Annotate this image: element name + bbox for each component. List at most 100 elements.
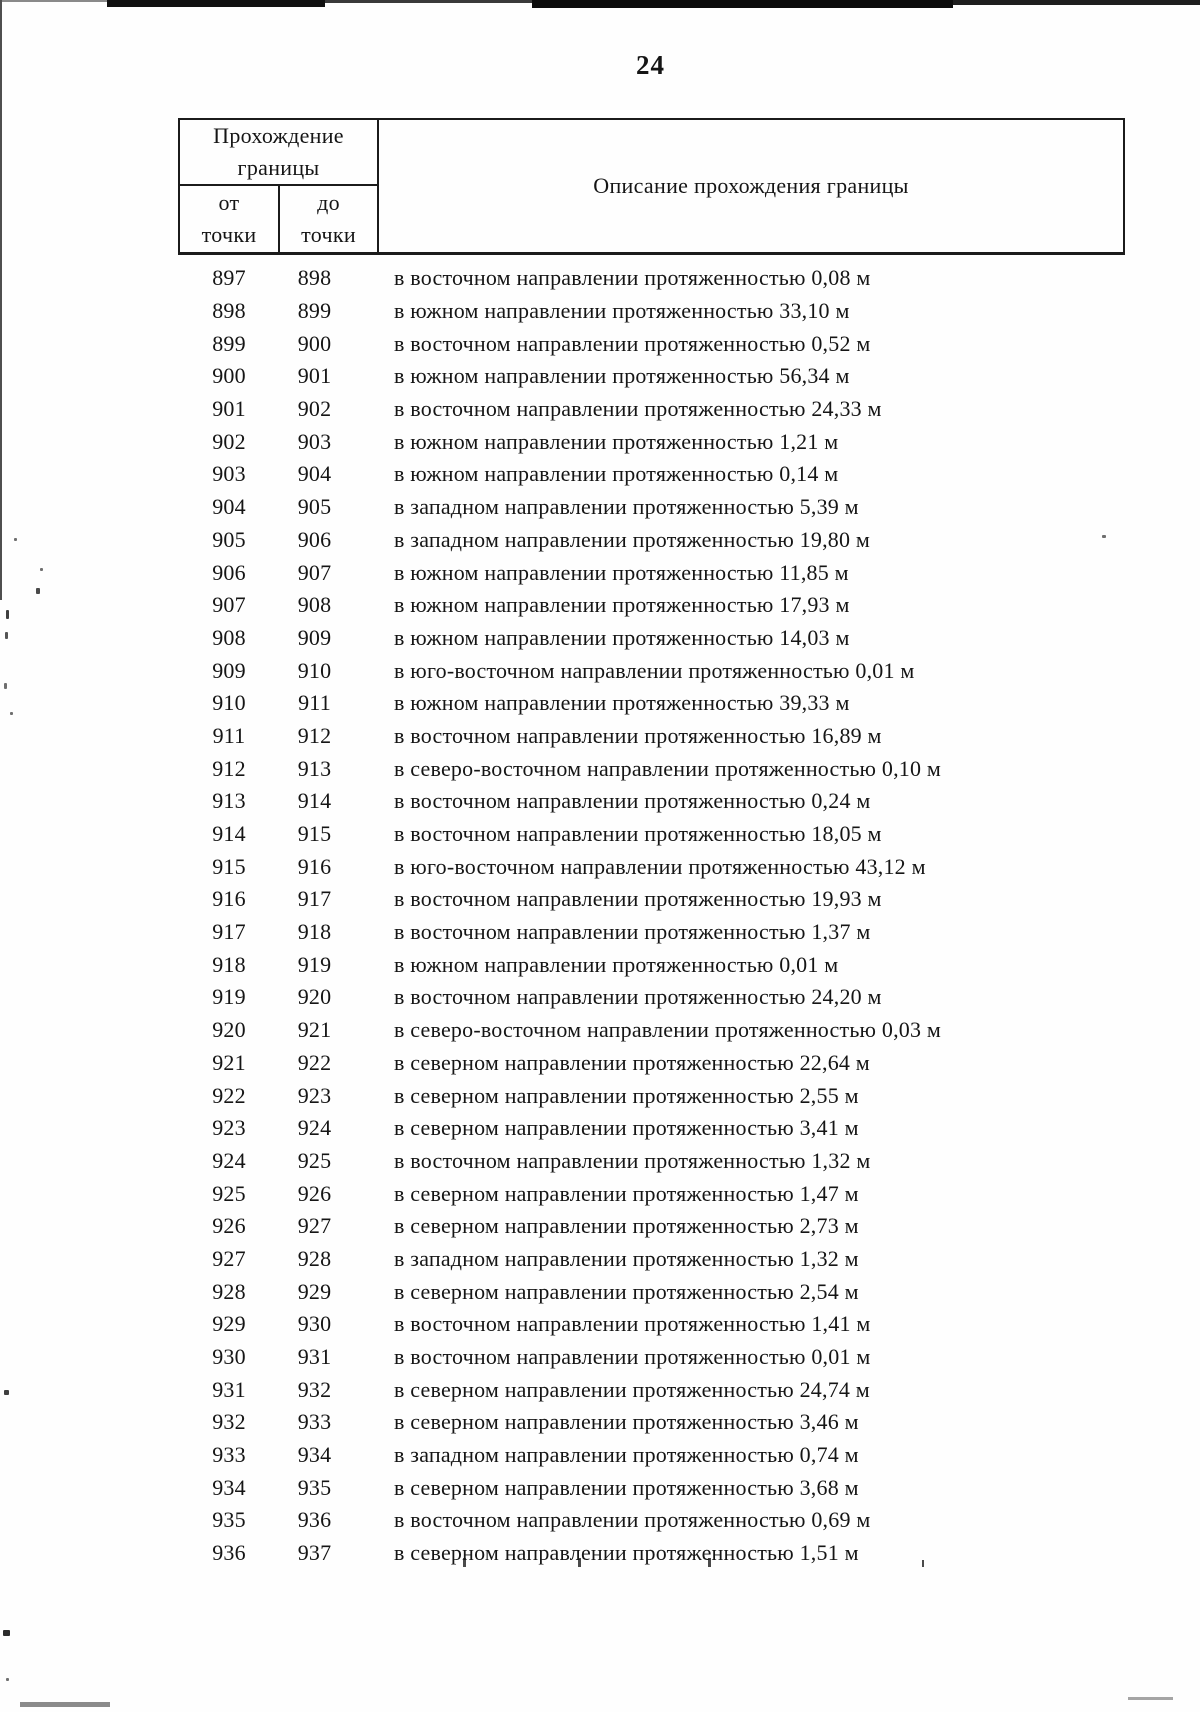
from-point-cell: 934 (212, 1474, 246, 1500)
from-point-cell: 898 (212, 298, 246, 324)
scan-artifact-top-bar (953, 0, 1200, 5)
table-row: 934 935 в северном направлении протяженн… (179, 1471, 1124, 1504)
from-point-cell: 935 (212, 1507, 246, 1533)
table-row: 935 936 в восточном направлении протяжен… (179, 1504, 1124, 1537)
from-point-cell: 920 (212, 1017, 246, 1043)
from-point-cell: 928 (212, 1278, 246, 1304)
table-row: 926 927 в северном направлении протяженн… (179, 1210, 1124, 1243)
to-point-cell: 925 (297, 1147, 332, 1173)
from-point-cell: 923 (212, 1115, 246, 1141)
table-row: 916 917 в восточном направлении протяжен… (179, 883, 1124, 916)
to-point-cell: 919 (297, 951, 332, 977)
description-cell: в южном направлении протяженностью 56,34… (394, 363, 850, 389)
description-cell: в восточном направлении протяженностью 0… (394, 788, 871, 814)
description-cell: в южном направлении протяженностью 1,21 … (394, 428, 839, 454)
description-cell: в северном направлении протяженностью 22… (394, 1049, 870, 1075)
table-row: 923 924 в северном направлении протяженн… (179, 1112, 1124, 1145)
to-point-cell: 926 (297, 1180, 332, 1206)
table-row: 927 928 в западном направлении протяженн… (179, 1243, 1124, 1276)
to-point-cell: 927 (297, 1213, 332, 1239)
to-point-cell: 912 (297, 722, 332, 748)
description-cell: в южном направлении протяженностью 14,03… (394, 624, 850, 650)
from-point-cell: 924 (212, 1147, 246, 1173)
from-point-cell: 909 (212, 657, 246, 683)
from-point-cell: 905 (212, 526, 246, 552)
description-cell: в восточном направлении протяженностью 1… (394, 1147, 871, 1173)
to-point-cell: 916 (297, 853, 332, 879)
to-point-cell: 913 (297, 755, 332, 781)
to-point-cell: 920 (297, 984, 332, 1010)
table-row: 911 912 в восточном направлении протяжен… (179, 720, 1124, 753)
from-point-cell: 901 (212, 396, 246, 422)
from-point-cell: 911 (212, 722, 246, 748)
table-row: 930 931 в восточном направлении протяжен… (179, 1341, 1124, 1374)
table-row: 919 920 в восточном направлении протяжен… (179, 981, 1124, 1014)
table-row: 900 901 в южном направлении протяженност… (179, 360, 1124, 393)
description-cell: в восточном направлении протяженностью 1… (394, 722, 882, 748)
table-row: 899 900 в восточном направлении протяжен… (179, 327, 1124, 360)
scan-speck (36, 588, 40, 594)
from-point-cell: 936 (212, 1540, 246, 1566)
to-point-cell: 907 (297, 559, 332, 585)
table-row: 898 899 в южном направлении протяженност… (179, 295, 1124, 328)
from-point-cell: 908 (212, 624, 246, 650)
to-point-cell: 932 (297, 1376, 332, 1402)
to-point-cell: 911 (298, 690, 331, 716)
to-point-cell: 930 (297, 1311, 332, 1337)
table-row: 907 908 в южном направлении протяженност… (179, 589, 1124, 622)
header-boundary-passage: Прохождение границы (177, 118, 380, 186)
table-row: 908 909 в южном направлении протяженност… (179, 622, 1124, 655)
from-point-cell: 926 (212, 1213, 246, 1239)
header-to-point: до точки (277, 184, 380, 255)
from-point-cell: 929 (212, 1311, 246, 1337)
table-row: 904 905 в западном направлении протяженн… (179, 491, 1124, 524)
to-point-cell: 915 (297, 821, 332, 847)
description-cell: в южном направлении протяженностью 0,01 … (394, 951, 839, 977)
table-row: 909 910 в юго-восточном направлении прот… (179, 654, 1124, 687)
table-row: 933 934 в западном направлении протяженн… (179, 1439, 1124, 1472)
table-row: 910 911 в южном направлении протяженност… (179, 687, 1124, 720)
to-point-cell: 908 (297, 592, 332, 618)
table-row: 918 919 в южном направлении протяженност… (179, 948, 1124, 981)
to-point-cell: 910 (297, 657, 332, 683)
from-point-cell: 933 (212, 1442, 246, 1468)
to-point-cell: 937 (297, 1540, 332, 1566)
from-point-cell: 919 (212, 984, 246, 1010)
from-point-cell: 931 (212, 1376, 246, 1402)
table-row: 913 914 в восточном направлении протяжен… (179, 785, 1124, 818)
table-row: 915 916 в юго-восточном направлении прот… (179, 850, 1124, 883)
scan-speck (4, 1390, 9, 1395)
description-cell: в восточном направлении протяженностью 1… (394, 886, 882, 912)
description-cell: в восточном направлении протяженностью 2… (394, 984, 882, 1010)
from-point-cell: 912 (212, 755, 246, 781)
from-point-cell: 918 (212, 951, 246, 977)
to-point-cell: 918 (297, 919, 332, 945)
scan-artifact-top-bar (325, 0, 532, 3)
scan-artifact-bottom-smudge (1128, 1697, 1173, 1700)
table-row: 924 925 в восточном направлении протяжен… (179, 1145, 1124, 1178)
description-cell: в северо-восточном направлении протяженн… (394, 755, 942, 781)
from-point-cell: 925 (212, 1180, 246, 1206)
to-point-cell: 901 (297, 363, 332, 389)
description-cell: в восточном направлении протяженностью 1… (394, 919, 871, 945)
header-from-point: от точки (178, 184, 280, 255)
from-point-cell: 930 (212, 1344, 246, 1370)
table-row: 903 904 в южном направлении протяженност… (179, 458, 1124, 491)
description-cell: в восточном направлении протяженностью 1… (394, 821, 882, 847)
description-cell: в северном направлении протяженностью 24… (394, 1376, 870, 1402)
table-row: 929 930 в восточном направлении протяжен… (179, 1308, 1124, 1341)
to-point-cell: 904 (297, 461, 332, 487)
table-body: 897 898 в восточном направлении протяжен… (179, 254, 1124, 1570)
description-cell: в западном направлении протяженностью 5,… (394, 494, 859, 520)
scan-speck (10, 712, 13, 715)
from-point-cell: 917 (212, 919, 246, 945)
description-cell: в северном направлении протяженностью 2,… (394, 1082, 859, 1108)
scan-artifact-left-edge (0, 0, 2, 600)
description-cell: в восточном направлении протяженностью 1… (394, 1311, 871, 1337)
table-row: 901 902 в восточном направлении протяжен… (179, 393, 1124, 426)
table-row: 917 918 в восточном направлении протяжен… (179, 916, 1124, 949)
table-row: 925 926 в северном направлении протяженн… (179, 1177, 1124, 1210)
scan-speck (6, 1678, 9, 1681)
to-point-cell: 917 (297, 886, 332, 912)
